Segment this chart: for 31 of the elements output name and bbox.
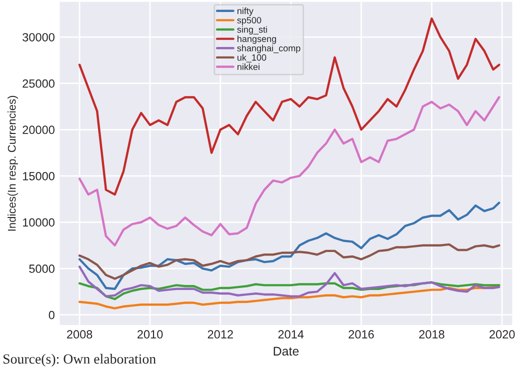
line-series — [78, 266, 500, 298]
line-series — [78, 202, 500, 290]
y-tick-label: 10000 — [23, 218, 54, 227]
legend-label: hangseng — [238, 35, 276, 44]
legend-label: sp500 — [237, 17, 262, 26]
y-axis-title: Indices(In resp. Currencies) — [8, 96, 18, 231]
line-series — [78, 243, 500, 280]
legend-label: sing_sti — [237, 26, 267, 35]
line-series — [78, 284, 500, 310]
y-tick-label: 30000 — [22, 33, 54, 42]
y-tick-label: 25000 — [22, 79, 54, 88]
x-tick-label: 2020 — [490, 330, 515, 339]
y-tick-label: 5000 — [29, 264, 54, 273]
legend-label: shanghai_comp — [237, 44, 300, 54]
line-series — [78, 17, 500, 196]
x-tick-label: 2016 — [348, 330, 374, 339]
x-tick-label: 2010 — [137, 330, 163, 339]
y-tick-label: 20000 — [22, 126, 54, 134]
legend-label: nifty — [238, 7, 254, 16]
x-tick-label: 2008 — [67, 330, 92, 339]
x-tick-label: 2018 — [419, 330, 444, 339]
x-axis-title: Date — [274, 346, 299, 356]
x-tick-label: 2012 — [208, 330, 233, 339]
x-tick-label: 2014 — [278, 330, 304, 339]
legend-label: uk_100 — [238, 54, 266, 62]
source-note: Source(s): Own elaboration — [4, 354, 156, 367]
y-tick-label: 15000 — [23, 172, 54, 180]
legend-label: nikkei — [238, 63, 260, 70]
line-series — [78, 281, 500, 300]
y-tick-label: 0 — [48, 310, 54, 320]
line-series — [78, 96, 500, 246]
